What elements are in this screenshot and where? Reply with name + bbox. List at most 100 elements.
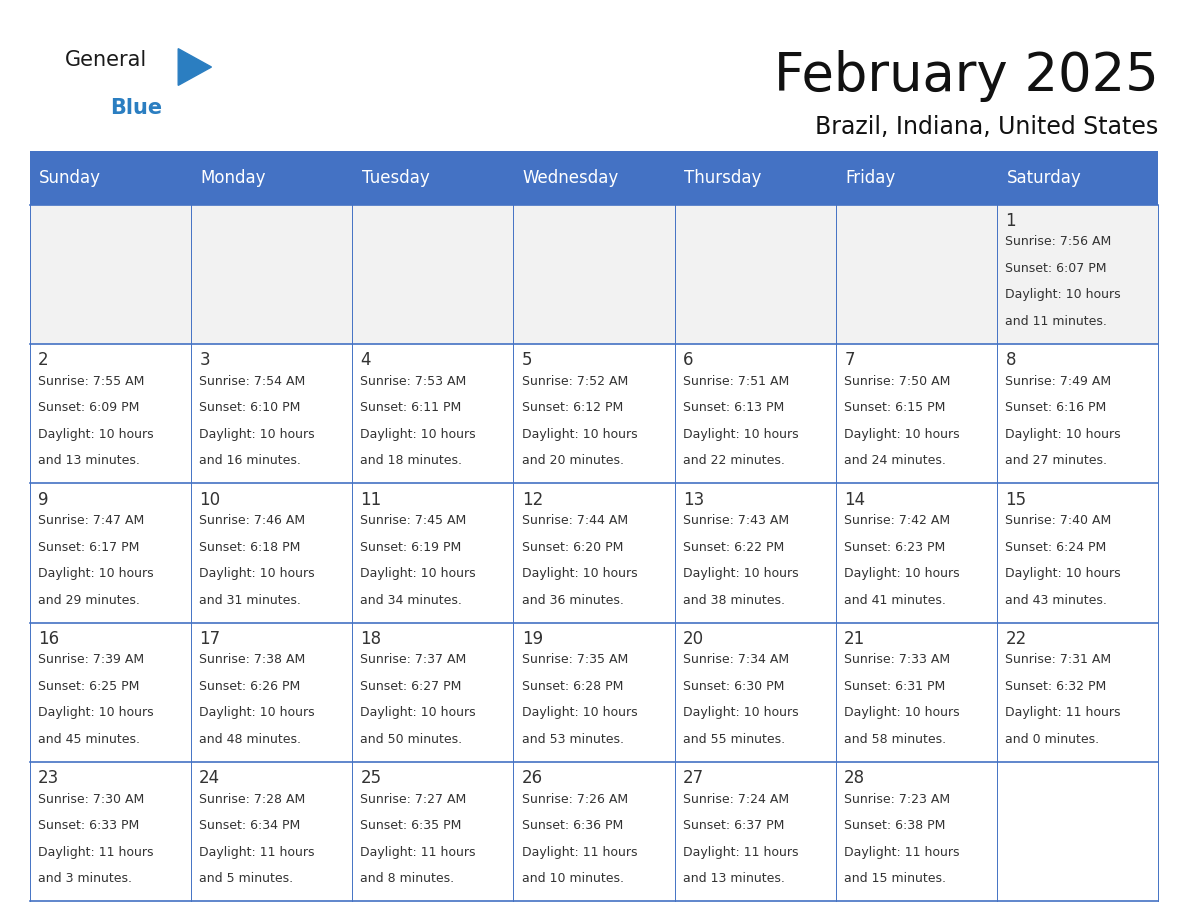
Text: Sunrise: 7:50 AM: Sunrise: 7:50 AM bbox=[845, 375, 950, 387]
Text: and 13 minutes.: and 13 minutes. bbox=[683, 872, 785, 885]
Text: Sunrise: 7:37 AM: Sunrise: 7:37 AM bbox=[360, 654, 467, 666]
Text: Brazil, Indiana, United States: Brazil, Indiana, United States bbox=[815, 115, 1158, 139]
Text: and 58 minutes.: and 58 minutes. bbox=[845, 733, 947, 745]
Bar bbox=[30, 622, 1158, 762]
Text: Wednesday: Wednesday bbox=[523, 169, 619, 187]
Text: 17: 17 bbox=[200, 630, 220, 648]
Text: Sunrise: 7:47 AM: Sunrise: 7:47 AM bbox=[38, 514, 144, 527]
Text: and 15 minutes.: and 15 minutes. bbox=[845, 872, 946, 885]
Text: 24: 24 bbox=[200, 769, 220, 788]
Text: 27: 27 bbox=[683, 769, 704, 788]
Text: Daylight: 11 hours: Daylight: 11 hours bbox=[522, 845, 637, 858]
Text: Daylight: 10 hours: Daylight: 10 hours bbox=[360, 428, 476, 441]
Text: and 55 minutes.: and 55 minutes. bbox=[683, 733, 785, 745]
Text: and 29 minutes.: and 29 minutes. bbox=[38, 594, 140, 607]
Text: Sunset: 6:37 PM: Sunset: 6:37 PM bbox=[683, 819, 784, 833]
Text: Sunset: 6:20 PM: Sunset: 6:20 PM bbox=[522, 541, 623, 554]
Text: Sunset: 6:12 PM: Sunset: 6:12 PM bbox=[522, 401, 623, 414]
Text: Thursday: Thursday bbox=[684, 169, 762, 187]
Text: Sunrise: 7:49 AM: Sunrise: 7:49 AM bbox=[1005, 375, 1112, 387]
Text: Sunset: 6:23 PM: Sunset: 6:23 PM bbox=[845, 541, 946, 554]
Text: Sunset: 6:15 PM: Sunset: 6:15 PM bbox=[845, 401, 946, 414]
Text: Sunset: 6:27 PM: Sunset: 6:27 PM bbox=[360, 680, 462, 693]
Text: Sunset: 6:34 PM: Sunset: 6:34 PM bbox=[200, 819, 301, 833]
Text: 16: 16 bbox=[38, 630, 59, 648]
Text: Daylight: 10 hours: Daylight: 10 hours bbox=[683, 706, 798, 720]
Text: 14: 14 bbox=[845, 491, 865, 509]
Text: Sunrise: 7:24 AM: Sunrise: 7:24 AM bbox=[683, 793, 789, 806]
Text: and 38 minutes.: and 38 minutes. bbox=[683, 594, 785, 607]
Text: Daylight: 11 hours: Daylight: 11 hours bbox=[683, 845, 798, 858]
Text: Sunset: 6:19 PM: Sunset: 6:19 PM bbox=[360, 541, 462, 554]
Bar bbox=[352, 151, 513, 205]
Text: Daylight: 10 hours: Daylight: 10 hours bbox=[360, 567, 476, 580]
Text: Sunrise: 7:34 AM: Sunrise: 7:34 AM bbox=[683, 654, 789, 666]
Text: 2: 2 bbox=[38, 352, 49, 369]
Text: Sunrise: 7:46 AM: Sunrise: 7:46 AM bbox=[200, 514, 305, 527]
Text: Sunrise: 7:33 AM: Sunrise: 7:33 AM bbox=[845, 654, 950, 666]
Text: 1: 1 bbox=[1005, 212, 1016, 230]
Text: Sunrise: 7:35 AM: Sunrise: 7:35 AM bbox=[522, 654, 628, 666]
Text: Sunrise: 7:38 AM: Sunrise: 7:38 AM bbox=[200, 654, 305, 666]
Bar bbox=[30, 344, 1158, 484]
Text: Daylight: 10 hours: Daylight: 10 hours bbox=[683, 428, 798, 441]
Text: and 8 minutes.: and 8 minutes. bbox=[360, 872, 455, 885]
Text: Daylight: 11 hours: Daylight: 11 hours bbox=[845, 845, 960, 858]
Bar bbox=[836, 151, 997, 205]
Text: 4: 4 bbox=[360, 352, 371, 369]
Text: Daylight: 10 hours: Daylight: 10 hours bbox=[360, 706, 476, 720]
Text: Daylight: 10 hours: Daylight: 10 hours bbox=[38, 567, 153, 580]
Text: Friday: Friday bbox=[846, 169, 896, 187]
Text: Sunrise: 7:56 AM: Sunrise: 7:56 AM bbox=[1005, 235, 1112, 249]
Text: Sunset: 6:31 PM: Sunset: 6:31 PM bbox=[845, 680, 946, 693]
Text: 20: 20 bbox=[683, 630, 704, 648]
Bar bbox=[30, 205, 1158, 344]
Text: 6: 6 bbox=[683, 352, 694, 369]
Text: Daylight: 10 hours: Daylight: 10 hours bbox=[1005, 288, 1121, 301]
Text: Sunset: 6:32 PM: Sunset: 6:32 PM bbox=[1005, 680, 1107, 693]
Text: and 43 minutes.: and 43 minutes. bbox=[1005, 594, 1107, 607]
Text: Monday: Monday bbox=[201, 169, 266, 187]
Text: 7: 7 bbox=[845, 352, 854, 369]
Text: and 20 minutes.: and 20 minutes. bbox=[522, 454, 624, 467]
Text: Sunrise: 7:40 AM: Sunrise: 7:40 AM bbox=[1005, 514, 1112, 527]
Text: Daylight: 10 hours: Daylight: 10 hours bbox=[522, 428, 637, 441]
Text: 25: 25 bbox=[360, 769, 381, 788]
Text: Daylight: 11 hours: Daylight: 11 hours bbox=[360, 845, 476, 858]
Text: and 50 minutes.: and 50 minutes. bbox=[360, 733, 462, 745]
Text: Daylight: 10 hours: Daylight: 10 hours bbox=[522, 567, 637, 580]
Text: Daylight: 11 hours: Daylight: 11 hours bbox=[1005, 706, 1121, 720]
Text: Sunset: 6:22 PM: Sunset: 6:22 PM bbox=[683, 541, 784, 554]
Bar bbox=[997, 151, 1158, 205]
Text: Daylight: 10 hours: Daylight: 10 hours bbox=[845, 567, 960, 580]
Text: Sunset: 6:38 PM: Sunset: 6:38 PM bbox=[845, 819, 946, 833]
Text: and 11 minutes.: and 11 minutes. bbox=[1005, 315, 1107, 328]
Text: Sunset: 6:33 PM: Sunset: 6:33 PM bbox=[38, 819, 139, 833]
Text: 22: 22 bbox=[1005, 630, 1026, 648]
Text: Blue: Blue bbox=[110, 98, 163, 118]
Text: 8: 8 bbox=[1005, 352, 1016, 369]
Text: Sunset: 6:10 PM: Sunset: 6:10 PM bbox=[200, 401, 301, 414]
Text: Sunset: 6:30 PM: Sunset: 6:30 PM bbox=[683, 680, 784, 693]
Text: Sunrise: 7:51 AM: Sunrise: 7:51 AM bbox=[683, 375, 789, 387]
Text: 23: 23 bbox=[38, 769, 59, 788]
Bar bbox=[675, 151, 836, 205]
Text: Sunset: 6:16 PM: Sunset: 6:16 PM bbox=[1005, 401, 1107, 414]
Text: Sunrise: 7:43 AM: Sunrise: 7:43 AM bbox=[683, 514, 789, 527]
Text: 3: 3 bbox=[200, 352, 210, 369]
Text: Sunset: 6:24 PM: Sunset: 6:24 PM bbox=[1005, 541, 1107, 554]
Bar bbox=[30, 484, 1158, 622]
Text: 19: 19 bbox=[522, 630, 543, 648]
Text: Sunrise: 7:23 AM: Sunrise: 7:23 AM bbox=[845, 793, 950, 806]
Text: and 24 minutes.: and 24 minutes. bbox=[845, 454, 946, 467]
Text: Daylight: 10 hours: Daylight: 10 hours bbox=[522, 706, 637, 720]
Text: Daylight: 10 hours: Daylight: 10 hours bbox=[683, 567, 798, 580]
Text: Sunset: 6:07 PM: Sunset: 6:07 PM bbox=[1005, 262, 1107, 274]
Text: Tuesday: Tuesday bbox=[361, 169, 429, 187]
Text: Sunrise: 7:39 AM: Sunrise: 7:39 AM bbox=[38, 654, 144, 666]
Text: Sunrise: 7:53 AM: Sunrise: 7:53 AM bbox=[360, 375, 467, 387]
Text: Daylight: 11 hours: Daylight: 11 hours bbox=[200, 845, 315, 858]
Text: Sunset: 6:28 PM: Sunset: 6:28 PM bbox=[522, 680, 623, 693]
Text: 12: 12 bbox=[522, 491, 543, 509]
Text: General: General bbox=[65, 50, 147, 71]
